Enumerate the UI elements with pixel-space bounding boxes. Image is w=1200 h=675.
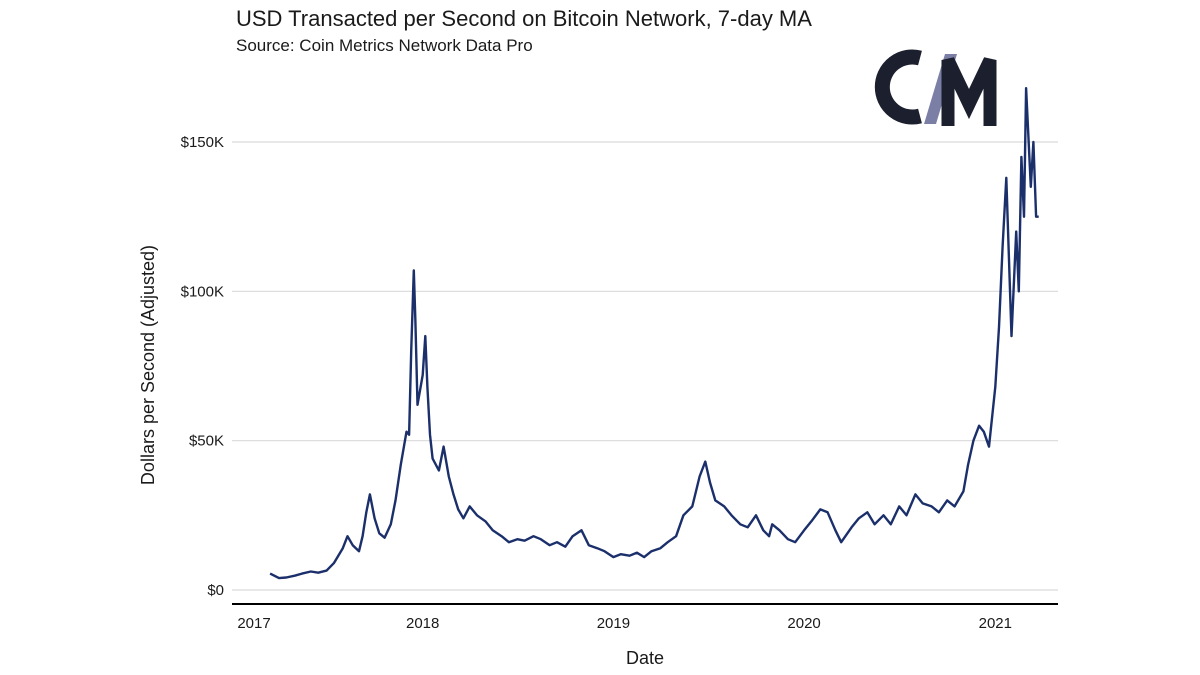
chart-subtitle: Source: Coin Metrics Network Data Pro (236, 36, 533, 55)
x-axis-ticks: 2017 2018 2019 2020 2021 (237, 615, 1012, 632)
x-tick-label: 2019 (597, 615, 630, 632)
y-tick-label: $0 (207, 582, 224, 599)
x-tick-label: 2020 (787, 615, 820, 632)
logo-c-shape (874, 49, 922, 125)
logo-m-shape (941, 57, 997, 126)
x-tick-label: 2017 (237, 615, 270, 632)
y-axis-title: Dollars per Second (Adjusted) (138, 245, 158, 485)
chart-title: USD Transacted per Second on Bitcoin Net… (236, 6, 812, 31)
x-tick-label: 2021 (979, 615, 1012, 632)
y-tick-label: $50K (189, 433, 224, 450)
y-tick-label: $100K (181, 283, 224, 300)
x-axis-title: Date (626, 648, 664, 668)
x-tick-label: 2018 (406, 615, 439, 632)
y-axis-ticks: $0 $50K $100K $150K (181, 134, 224, 599)
gridlines (232, 141, 1058, 591)
y-tick-label: $150K (181, 134, 224, 151)
cm-logo (874, 49, 997, 126)
series-line (269, 87, 1039, 580)
